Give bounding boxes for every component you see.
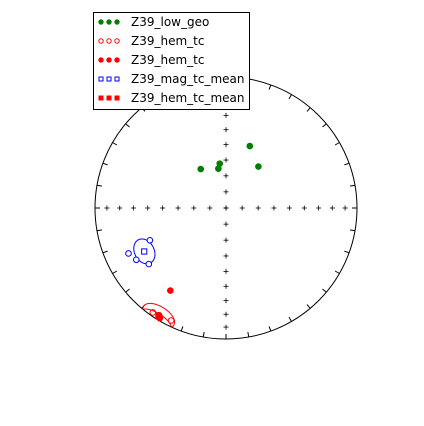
- perimeter-tick: [247, 331, 250, 338]
- legend-marker: [98, 19, 104, 25]
- perimeter-tick: [334, 142, 340, 146]
- legend-marker: [98, 76, 104, 82]
- perimeter-tick: [112, 142, 118, 146]
- stereonet-frame: [94, 76, 358, 340]
- perimeter-tick: [112, 270, 118, 274]
- perimeter-tick: [334, 270, 340, 274]
- legend-label: Z39_mag_tc_mean: [131, 72, 244, 86]
- legend-label: Z39_low_geo: [131, 15, 209, 29]
- a95-cone-3: [133, 238, 156, 265]
- mag-direction-point: [146, 236, 154, 244]
- perimeter-tick: [125, 123, 130, 128]
- perimeter-tick: [96, 184, 103, 187]
- legend-marker: [114, 76, 120, 82]
- legend-marker: [106, 19, 112, 25]
- mean-marker-3: [141, 248, 148, 255]
- mag-direction-point: [145, 260, 153, 268]
- perimeter-tick: [125, 288, 130, 293]
- mag-direction-point: [125, 250, 132, 257]
- perimeter-tick: [322, 288, 327, 293]
- legend-marker: [106, 76, 112, 82]
- legend-marker: [106, 57, 112, 63]
- data-point-0: [215, 165, 222, 172]
- legend-marker: [114, 57, 120, 63]
- legend-marker: [98, 38, 104, 44]
- perimeter-tick: [288, 316, 292, 322]
- data-point-2: [167, 287, 174, 294]
- perimeter-tick: [268, 326, 272, 332]
- perimeter-tick: [288, 94, 292, 100]
- legend: Z39_low_geo Z39_hem_tc Z39_hem_tc Z39_mag_t…: [93, 12, 250, 110]
- legend-marker: [114, 95, 120, 101]
- perimeter-tick: [268, 84, 272, 90]
- mag-direction-point: [132, 256, 140, 264]
- perimeter-tick: [180, 326, 184, 332]
- legend-label: Z39_hem_tc_mean: [131, 91, 245, 105]
- perimeter-tick: [344, 162, 350, 166]
- legend-marker: [106, 95, 112, 101]
- legend-marker: [98, 57, 104, 63]
- perimeter-tick: [202, 331, 205, 338]
- legend-marker: [98, 95, 104, 101]
- perimeter-tick: [102, 162, 108, 166]
- legend-label: Z39_hem_tc: [131, 53, 204, 67]
- legend-marker: [106, 38, 112, 44]
- perimeter-tick: [322, 123, 327, 128]
- perimeter-tick: [344, 250, 350, 254]
- perimeter-tick: [306, 107, 311, 112]
- a95-cone-4: [142, 302, 176, 328]
- perimeter-tick: [349, 184, 356, 187]
- legend-marker: [114, 19, 120, 25]
- data-point-0: [246, 142, 254, 150]
- data-point-0: [197, 165, 205, 173]
- perimeter-tick: [96, 229, 103, 232]
- legend-marker: [114, 38, 120, 44]
- perimeter-tick: [306, 304, 311, 309]
- perimeter-tick: [349, 229, 356, 232]
- data-marks: [125, 142, 262, 328]
- data-point-0: [255, 163, 262, 170]
- legend-label: Z39_hem_tc: [131, 34, 204, 48]
- perimeter-tick: [102, 250, 108, 254]
